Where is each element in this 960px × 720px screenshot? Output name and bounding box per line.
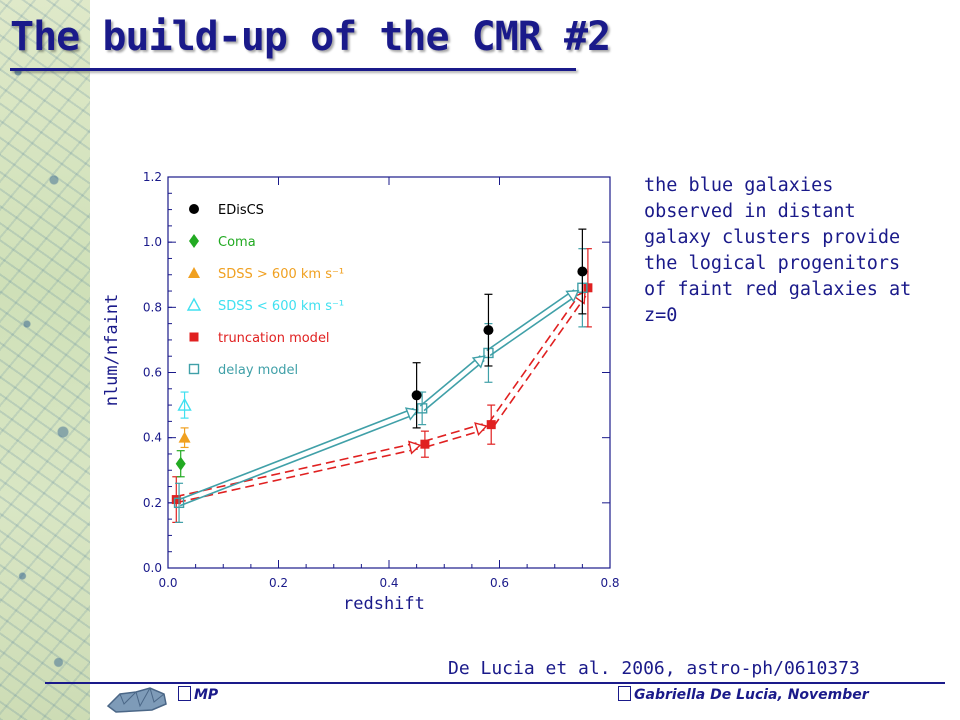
delay-model-arrow [179,413,417,507]
delay-model-point [173,497,185,509]
truncation-model-arrow [423,423,483,443]
body-line: z=0 [644,305,678,326]
box-icon [618,686,631,701]
legend-marker [189,234,199,248]
body-line: galaxy clusters provide [644,227,901,248]
body-text: the blue galaxies observed in distant ga… [644,173,944,329]
body-line: of faint red galaxies at [644,279,912,300]
footer-rule [45,682,945,684]
sdss-600-km-s-point [177,397,192,411]
legend-marker [189,204,199,214]
legend-entry: SDSS < 600 km s⁻¹ [218,299,344,314]
y-tick-label: 0.0 [143,561,162,575]
delay-model-arrow [419,355,481,407]
legend-marker [186,297,202,311]
ediscs-point [411,390,422,401]
slide-title: The build-up of the CMR #2 [10,14,611,60]
footer-right-text: Gabriella De Lucia, November [634,687,869,703]
ediscs-point [577,266,588,277]
y-tick-label: 0.4 [143,431,162,445]
truncation-model-arrow [493,295,587,427]
box-icon [178,686,191,701]
x-tick-label: 0.8 [600,576,619,590]
delay-model-arrow [177,407,414,501]
body-line: observed in distant [644,201,856,222]
truncation-model-point [486,420,496,430]
legend-entry: delay model [218,363,298,378]
coma-point [175,456,186,471]
citation: De Lucia et al. 2006, astro-ph/0610373 [448,658,860,679]
x-tick-label: 0.2 [269,576,288,590]
body-line: the blue galaxies [644,175,834,196]
y-tick-label: 1.2 [143,170,162,184]
ediscs-point [483,325,494,336]
chart-x-axis-label: redshift [343,594,425,614]
delay-model-arrow [486,289,575,352]
footer-left-text: MP [194,687,219,703]
x-tick-label: 0.6 [490,576,509,590]
legend-entry: Coma [218,235,256,250]
delay-model-arrowhead [565,289,580,303]
truncation-model-arrowhead [408,440,422,455]
truncation-model-arrow [488,292,582,424]
legend-entry: truncation model [218,331,330,346]
y-tick-label: 0.8 [143,300,162,314]
delay-model-arrow [489,294,578,357]
legend-marker [189,332,199,342]
x-tick-label: 0.0 [158,576,177,590]
y-tick-label: 0.6 [143,366,162,380]
title-underline [10,68,576,71]
delay-model-arrow [423,359,485,412]
y-tick-label: 1.0 [143,235,162,249]
decorative-side-strip [0,0,90,720]
truncation-model-arrow [176,448,418,504]
delay-model-arrowhead [471,355,486,369]
x-tick-label: 0.4 [379,576,398,590]
truncation-model-point [420,439,430,449]
chart-y-axis-label: nlum/nfaint [102,293,122,407]
truncation-model-arrow [175,442,417,498]
chart: 0.0 0.2 0.4 0.6 0.8 0.0 0.2 0.4 0.6 0.8 1.0 1.2 EDis… [143,170,620,590]
legend-marker [188,267,200,278]
truncation-model-point [583,283,593,293]
chart-layer: 0.0 0.2 0.4 0.6 0.8 0.0 0.2 0.4 0.6 0.8 1.0 1.2 EDis… [143,170,620,590]
footer-left: MP [178,686,218,703]
delay-model-arrowhead [404,407,419,421]
footer-right: Gabriella De Lucia, November [618,686,869,703]
legend-marker [188,363,200,375]
institute-logo [106,687,167,713]
body-line: the logical progenitors [644,253,901,274]
legend-entry: SDSS > 600 km s⁻¹ [218,267,344,282]
delay-model-point [416,403,428,414]
y-tick-label: 0.2 [143,496,162,510]
truncation-model-arrowhead [474,422,488,437]
truncation-model-arrow [425,429,485,448]
truncation-model-point [171,495,181,505]
sdss-600-km-s-point [178,431,191,443]
legend-entry: EDisCS [218,203,264,218]
